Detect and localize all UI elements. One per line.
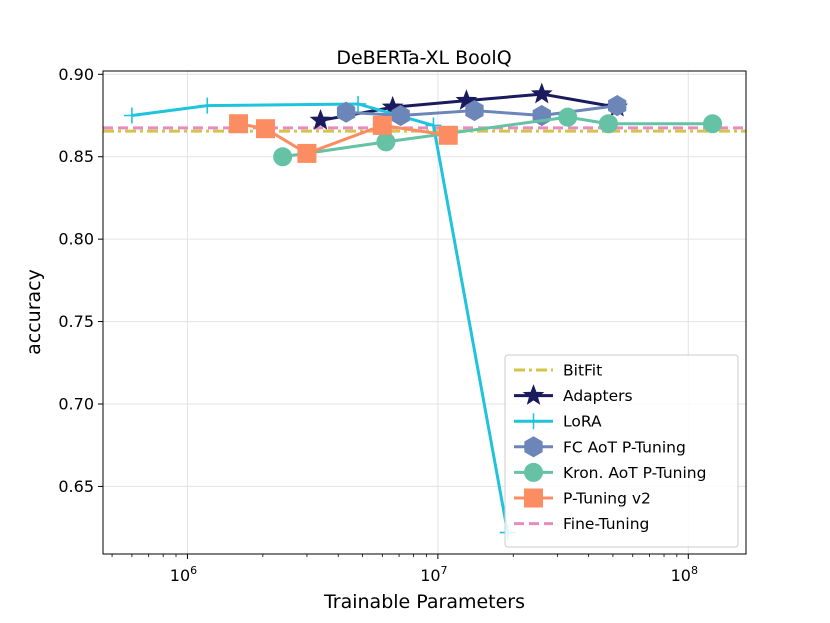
x-axis-label: Trainable Parameters	[323, 591, 525, 613]
legend-marker	[525, 413, 542, 430]
data-point	[391, 104, 410, 127]
legend-item: LoRA	[514, 413, 602, 431]
legend-label: LoRA	[563, 413, 602, 431]
legend: BitFit Adapters LoRA FC AoT P-Tuning Kron. A…	[504, 354, 739, 548]
legend-marker	[524, 462, 543, 482]
data-point	[608, 95, 627, 117]
plot-frame	[102, 70, 747, 555]
data-point	[297, 143, 317, 163]
legend-item: Kron. AoT P-Tuning	[514, 462, 706, 482]
legend-label: Fine-Tuning	[563, 515, 649, 533]
y-tick-label: 0.80	[58, 230, 94, 249]
data-point	[465, 99, 484, 122]
data-point	[598, 114, 618, 134]
data-point	[256, 119, 276, 139]
legend-marker	[524, 488, 543, 508]
legend-item: Fine-Tuning	[514, 515, 649, 533]
data-point	[530, 82, 553, 104]
legend-label: Kron. AoT P-Tuning	[563, 464, 706, 482]
legend-box	[504, 354, 739, 548]
data-point	[350, 95, 367, 112]
legend-label: BitFit	[563, 362, 602, 380]
data-point	[273, 147, 293, 167]
data-point	[376, 132, 396, 152]
data-point	[558, 107, 578, 127]
y-tick-label: 0.65	[58, 477, 94, 496]
legend-item: Adapters	[514, 384, 633, 405]
y-tick-label: 0.75	[58, 312, 94, 331]
chart-title: DeBERTa-XL BoolQ	[336, 47, 511, 69]
legend-label: FC AoT P-Tuning	[563, 438, 686, 456]
data-point	[336, 101, 356, 123]
y-tick-label: 0.90	[58, 65, 94, 84]
y-axis-label: accuracy	[23, 269, 45, 355]
y-tick-label: 0.70	[58, 394, 94, 413]
y-tick-label: 0.85	[58, 147, 94, 166]
data-point	[229, 114, 249, 134]
legend-label: P-Tuning v2	[563, 490, 651, 508]
legend-marker	[522, 384, 545, 405]
data-point	[309, 109, 332, 130]
legend-item: BitFit	[514, 362, 602, 380]
data-point	[425, 117, 442, 134]
legend-label: Adapters	[563, 387, 633, 405]
legend-item: FC AoT P-Tuning	[514, 436, 686, 458]
series-p-tuning-v2	[229, 114, 458, 163]
reference-lines	[103, 126, 746, 133]
data-point	[438, 125, 458, 145]
legend-marker	[524, 436, 543, 458]
data-point	[199, 97, 216, 114]
series-layer	[123, 82, 723, 541]
data-point	[703, 114, 723, 134]
series-kron-aot-p-tuning	[273, 107, 723, 167]
legend-item: P-Tuning v2	[514, 488, 651, 508]
data-point	[372, 115, 392, 135]
data-point	[123, 107, 140, 124]
